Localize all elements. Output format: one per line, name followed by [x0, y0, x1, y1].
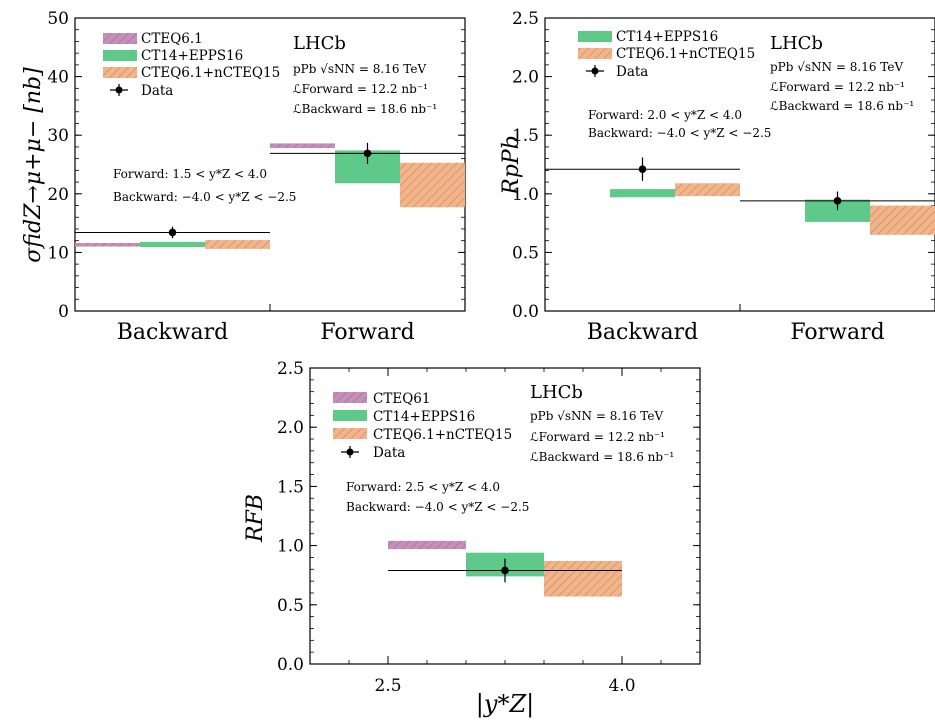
panel-cross-section: 0 10 20 30 40 50 Backward Forward σfidZ→μ+μ− [… [21, 9, 466, 345]
y-axis-label: RFB [243, 494, 268, 543]
range-label: Backward: −4.0 < y*Z < −2.5 [588, 126, 771, 140]
legend-label: CT14+EPPS16 [141, 48, 243, 64]
x-category-label: Forward [790, 320, 884, 345]
x-axis-label: |y*Z| [476, 690, 534, 719]
y-axis-label: RpPb [499, 135, 524, 196]
y-tick-label: 30 [47, 126, 69, 146]
legend-label: Data [141, 83, 173, 99]
legend-swatch [578, 48, 612, 59]
panel-rfb: 0.0 0.5 1.0 1.5 2.0 2.5 2.5 4.0 RFB |y*Z| CTEQ6… [243, 359, 701, 719]
legend-swatch [103, 50, 137, 61]
legend: CTEQ61 CT14+EPPS16 CTEQ6.1+nCTEQ15 Data [333, 391, 512, 461]
legend-label: CTEQ6.1+nCTEQ15 [373, 427, 512, 443]
y-tick-label: 1.5 [277, 477, 304, 497]
y-tick-label: 10 [47, 243, 69, 263]
y-tick-label: 40 [47, 68, 69, 88]
y-tick-label: 1.0 [512, 185, 539, 205]
x-category-label: Forward [320, 320, 414, 345]
legend-swatch [103, 67, 137, 78]
data-point [638, 165, 647, 173]
panel-rppb: 0.00.51.01.52.02.5 Backward Forward RpPb … [499, 9, 935, 345]
data-point [363, 149, 372, 158]
band-ct14-epps16 [140, 241, 205, 248]
legend-swatch [103, 33, 137, 44]
experiment-label: LHCb [293, 33, 346, 54]
legend-label: CTEQ6.1+nCTEQ15 [141, 65, 280, 81]
y-tick-label: 2.0 [277, 418, 304, 438]
range-label: Backward: −4.0 < y*Z < −2.5 [113, 190, 296, 204]
band-cteq6-1-ncteq15 [205, 240, 270, 249]
legend-swatch [333, 428, 367, 439]
x-tick-label: 4.0 [608, 676, 635, 696]
x-category-label: Backward [587, 320, 698, 345]
data-point [833, 197, 842, 205]
annotation: pPb √sNN = 8.16 TeV [293, 62, 426, 76]
range-label: Forward: 2.0 < y*Z < 4.0 [588, 108, 742, 122]
y-tick-label: 2.5 [277, 359, 304, 379]
legend-swatch [578, 31, 612, 42]
annotation: ℒForward = 12.2 nb⁻¹ [530, 430, 665, 444]
band-cteq6-1-ncteq15 [544, 560, 622, 597]
annotation: ℒBackward = 18.6 nb⁻¹ [530, 450, 674, 464]
annotation: ℒBackward = 18.6 nb⁻¹ [293, 102, 437, 116]
annotation: pPb √sNN = 8.16 TeV [530, 409, 663, 423]
y-tick-label: 2.0 [512, 68, 539, 88]
legend-marker [346, 448, 354, 456]
annotation: pPb √sNN = 8.16 TeV [770, 60, 903, 74]
band-cteq6-1 [75, 243, 140, 247]
legend-label: CTEQ6.1 [141, 31, 203, 47]
range-label: Forward: 1.5 < y*Z < 4.0 [113, 167, 267, 181]
band-ct14-epps16 [805, 199, 870, 222]
experiment-label: LHCb [770, 33, 823, 54]
x-tick-label: 2.5 [374, 676, 401, 696]
legend-label: Data [373, 445, 405, 461]
y-tick-label: 20 [47, 185, 69, 205]
annotation: ℒForward = 12.2 nb⁻¹ [293, 82, 428, 96]
x-category-label: Backward [117, 320, 228, 345]
y-tick-label: 1.0 [277, 537, 304, 557]
band-cteq6-1-ncteq15 [870, 205, 935, 235]
y-axis-label: σfidZ→μ+μ− [nb] [21, 67, 46, 263]
legend-swatch [333, 410, 367, 421]
y-tick-label: 0.5 [277, 596, 304, 616]
y-tick-label: 0 [58, 302, 69, 322]
data-point [501, 566, 509, 575]
annotation: ℒForward = 12.2 nb⁻¹ [770, 80, 905, 94]
legend-label: Data [616, 64, 648, 80]
legend-marker [591, 67, 599, 75]
band-ct14-epps16 [610, 189, 675, 198]
legend-swatch [333, 392, 367, 403]
legend-label: CTEQ6.1+nCTEQ15 [616, 46, 755, 62]
legend: CT14+EPPS16 CTEQ6.1+nCTEQ15 Data [578, 29, 755, 80]
y-tick-label: 50 [47, 9, 69, 29]
band-cteq6-1-ncteq15 [675, 183, 740, 197]
legend: CTEQ6.1 CT14+EPPS16 CTEQ6.1+nCTEQ15 Data [103, 31, 280, 99]
y-tick-label: 0.0 [512, 302, 539, 322]
y-tick-label: 2.5 [512, 9, 539, 29]
range-label: Forward: 2.5 < y*Z < 4.0 [346, 480, 500, 494]
data-point [168, 228, 177, 237]
legend-marker [115, 86, 123, 94]
band-cteq6-1 [270, 143, 335, 149]
y-tick-label: 0.0 [277, 655, 304, 675]
band-cteq6-1-ncteq15 [400, 162, 465, 208]
legend-label: CTEQ61 [373, 391, 430, 407]
y-tick-label: 0.5 [512, 243, 539, 263]
experiment-label: LHCb [530, 382, 583, 403]
annotation: ℒBackward = 18.6 nb⁻¹ [770, 99, 914, 113]
range-label: Backward: −4.0 < y*Z < −2.5 [346, 500, 529, 514]
legend-label: CT14+EPPS16 [373, 409, 475, 425]
y-tick-label: 1.5 [512, 126, 539, 146]
legend-label: CT14+EPPS16 [616, 29, 718, 45]
band-cteq61 [388, 540, 466, 550]
